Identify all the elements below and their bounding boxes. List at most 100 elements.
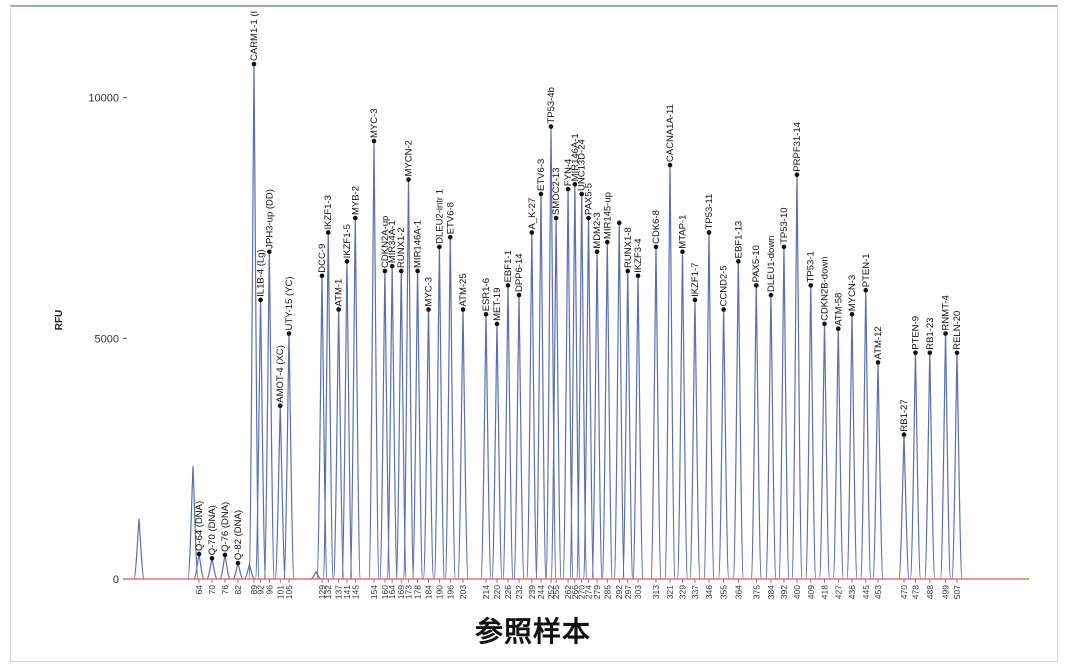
peak-label: Q-82 (DNA) (233, 510, 244, 560)
y-tick-label: 5000 (95, 333, 119, 345)
peak-label: RB1-23 (925, 318, 936, 350)
peak-label: DLEU1-down (766, 236, 777, 293)
peak-marker (222, 552, 228, 558)
peak-label: Q-70 (DNA) (207, 505, 218, 555)
peak-labels: Q-64 (DNA) Q-70 (DNA) Q-76 (DNA) Q-82 (DNA)… (194, 11, 963, 560)
peak-marker (901, 432, 907, 437)
peak-label: EBF1-1 (503, 250, 514, 282)
peak-marker (251, 61, 257, 67)
peak-label: DPP6-14 (514, 253, 525, 292)
x-tick-label: 164 (387, 585, 397, 599)
peak-marker (835, 326, 841, 332)
x-tick-label: 154 (369, 585, 379, 599)
peak-label: SMOC2-13 (551, 168, 562, 216)
peak-marker (529, 230, 535, 235)
peak-marker (336, 307, 341, 312)
peak-label: Q-64 (DNA) (194, 501, 205, 551)
x-tick-label: 226 (503, 585, 513, 599)
trace-peak (187, 465, 199, 580)
x-tick-label: 96 (264, 585, 274, 595)
peak-label: TP53-4b (546, 87, 557, 123)
peak-marker (822, 321, 827, 327)
peak-marker (382, 268, 388, 274)
peak-label: PRPF31-14 (792, 122, 803, 172)
peak-marker (406, 177, 411, 182)
peak-markers (196, 61, 960, 566)
peak-label: MYCN-2 (404, 140, 415, 176)
trace-peak (310, 570, 322, 580)
peak-label: ETV6-3 (536, 159, 547, 191)
peak-label: JPH3-up (DD) (264, 189, 275, 249)
peak-marker (849, 311, 855, 317)
y-axis-label: RFU (54, 310, 65, 331)
peak-marker (565, 186, 571, 192)
peak-label: RELN-20 (952, 311, 963, 350)
x-tick-label: 375 (751, 585, 761, 599)
x-tick-label: 169 (396, 585, 406, 599)
peak-marker (721, 307, 726, 312)
peak-label: CDKN2B-down (820, 256, 831, 320)
peak-marker (516, 292, 522, 298)
peak-label: RNMT-4 (941, 295, 952, 330)
x-tick-label: 427 (833, 585, 843, 599)
peak-marker (572, 182, 578, 187)
peak-label: PTEN-9 (910, 316, 921, 350)
peak-label: PAX5-5 (584, 183, 595, 215)
x-tick-label: 409 (806, 585, 816, 599)
x-tick-label: 160 (380, 585, 390, 599)
x-tick-label: 76 (220, 585, 230, 595)
peak-marker (483, 311, 489, 317)
peak-label: MDM2-3 (592, 212, 603, 248)
peak-label: ESR1-6 (481, 278, 492, 311)
peak-label: IKZF3-4 (633, 238, 644, 272)
peak-marker (808, 283, 814, 288)
x-tick-label: 244 (536, 585, 546, 599)
peak-label: MYCN-3 (847, 275, 858, 311)
peak-label: UNC13D-24 (577, 139, 588, 191)
x-tick-label: 418 (820, 585, 830, 599)
x-tick-label: 384 (766, 585, 776, 599)
x-tick-label: 274 (584, 585, 594, 599)
peak-label: CDK6-8 (651, 210, 662, 244)
peak-marker (196, 551, 202, 557)
peak-marker (553, 215, 559, 221)
trace-peak (133, 518, 145, 580)
peak-marker (319, 273, 325, 279)
peak-label: DLEU2-intr 1 (434, 189, 445, 244)
x-tick-label: 184 (423, 585, 433, 599)
y-tick-label: 10000 (88, 93, 119, 105)
peak-label: AMOT-4 (XC) (275, 345, 286, 403)
peak-label: PAX5-10 (751, 245, 762, 282)
peak-marker (913, 350, 918, 356)
peak-marker (692, 297, 698, 303)
peak-label: MIR34A-1 (387, 220, 398, 263)
x-tick-label: 337 (690, 585, 700, 599)
peak-label: EBF1-13 (733, 221, 744, 259)
x-tick-label: 203 (458, 585, 468, 599)
x-tick-label: 101 (275, 585, 285, 599)
x-tick-label: 173 (404, 585, 414, 599)
peak-marker (277, 403, 283, 409)
peak-marker (415, 268, 420, 274)
x-tick-label: 137 (334, 585, 344, 599)
x-tick-label: 355 (719, 585, 729, 599)
x-tick-label: 329 (677, 585, 687, 599)
y-axis: 0 5000 10000 (88, 93, 127, 586)
peak-marker (736, 259, 741, 264)
peak-label: IKZF1-7 (690, 263, 701, 297)
peak-label: ETV6-8 (445, 202, 456, 234)
x-tick-label: 297 (623, 585, 633, 599)
x-tick-label: 507 (952, 585, 962, 599)
x-tick-label: 470 (899, 585, 909, 599)
peak-label: PTEN-1 (861, 253, 872, 287)
peak-marker (616, 220, 622, 226)
page-frame (10, 5, 1058, 662)
peak-marker (447, 234, 453, 240)
peak-marker (437, 244, 442, 250)
peak-marker (325, 230, 331, 235)
peak-marker (209, 556, 215, 561)
x-tick-label: 132 (323, 585, 333, 599)
peak-marker (653, 244, 659, 250)
peak-label: ATM-1 (334, 279, 345, 307)
